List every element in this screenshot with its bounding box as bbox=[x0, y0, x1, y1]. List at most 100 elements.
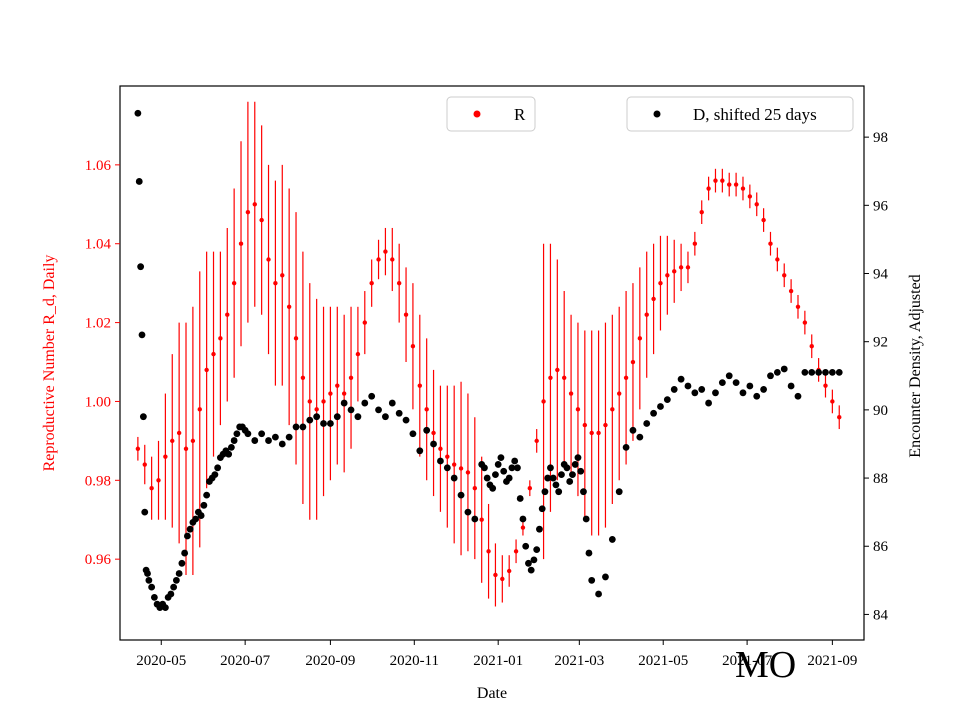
r-point bbox=[651, 296, 656, 302]
r-point bbox=[383, 249, 388, 254]
legend-r-label: R bbox=[514, 105, 526, 124]
r-point bbox=[259, 217, 264, 223]
right-y-tick-label: 94 bbox=[873, 267, 889, 283]
d-point bbox=[395, 409, 403, 417]
d-point bbox=[718, 379, 726, 387]
d-point bbox=[522, 542, 530, 550]
r-point bbox=[520, 525, 526, 530]
r-point bbox=[513, 549, 519, 554]
d-point bbox=[340, 399, 348, 407]
r-point bbox=[197, 407, 202, 412]
d-point bbox=[141, 508, 149, 516]
r-point bbox=[438, 446, 443, 451]
d-point bbox=[558, 471, 565, 479]
r-point bbox=[500, 576, 505, 582]
r-point bbox=[410, 344, 416, 349]
r-point bbox=[314, 407, 319, 412]
r-point bbox=[823, 383, 828, 388]
d-point bbox=[150, 593, 158, 601]
r-point bbox=[424, 407, 429, 412]
d-point bbox=[549, 474, 557, 482]
d-point bbox=[258, 430, 266, 438]
d-point bbox=[161, 604, 169, 612]
x-axis: 2020-05 2020-07 2020-09 2020-11 2021-01 2021-… bbox=[136, 640, 857, 669]
d-point bbox=[375, 406, 382, 414]
r-point bbox=[445, 454, 450, 459]
d-point bbox=[533, 546, 541, 554]
d-point bbox=[175, 570, 183, 577]
r-point bbox=[451, 462, 457, 467]
d-point bbox=[547, 464, 554, 472]
legend-r-marker bbox=[473, 110, 481, 118]
right-y-tick-label: 86 bbox=[873, 539, 889, 555]
d-point bbox=[368, 392, 376, 400]
d-point bbox=[622, 443, 630, 451]
legend-d-marker bbox=[653, 110, 661, 118]
d-point bbox=[354, 413, 362, 421]
plot-area-frame bbox=[119, 85, 865, 641]
legend-r-box bbox=[446, 96, 536, 132]
r-point bbox=[170, 438, 175, 444]
d-point bbox=[511, 457, 519, 465]
r-point bbox=[685, 265, 691, 270]
r-point bbox=[390, 257, 395, 262]
d-point bbox=[167, 590, 175, 598]
r-point bbox=[623, 375, 629, 380]
d-point bbox=[145, 576, 153, 584]
d-point bbox=[527, 566, 535, 574]
d-point bbox=[197, 512, 205, 519]
d-point bbox=[746, 382, 754, 390]
r-point bbox=[266, 257, 271, 262]
d-point bbox=[183, 532, 191, 540]
x-tick-label: 2020-11 bbox=[390, 653, 439, 669]
d-point bbox=[214, 464, 222, 472]
r-point bbox=[561, 375, 567, 380]
d-point bbox=[677, 375, 685, 383]
r-point bbox=[541, 399, 546, 404]
r-point bbox=[582, 422, 588, 428]
r-point bbox=[603, 422, 608, 428]
r-point bbox=[300, 375, 306, 380]
d-point bbox=[227, 443, 235, 451]
d-point bbox=[437, 457, 444, 465]
d-point bbox=[725, 372, 733, 380]
d-point bbox=[595, 590, 602, 598]
r-point bbox=[747, 194, 753, 199]
d-point bbox=[251, 437, 259, 444]
d-point bbox=[739, 389, 747, 397]
r-point bbox=[678, 265, 684, 270]
d-point bbox=[233, 430, 241, 438]
d-point bbox=[135, 178, 143, 185]
d-point bbox=[541, 488, 549, 496]
r-point bbox=[486, 549, 491, 554]
r-point bbox=[190, 438, 196, 444]
r-point bbox=[183, 446, 189, 451]
d-point bbox=[144, 570, 151, 577]
d-point bbox=[443, 464, 451, 472]
r-point bbox=[672, 269, 677, 274]
r-point bbox=[733, 182, 739, 187]
d-point bbox=[602, 573, 609, 581]
r-point bbox=[204, 367, 209, 373]
r-point bbox=[589, 430, 594, 436]
d-point bbox=[732, 379, 740, 387]
d-point bbox=[571, 461, 579, 468]
d-point bbox=[563, 464, 571, 472]
r-point bbox=[252, 202, 257, 207]
d-point bbox=[712, 389, 719, 397]
d-point bbox=[519, 515, 527, 523]
r-point bbox=[417, 383, 423, 388]
d-point bbox=[265, 437, 272, 444]
d-point bbox=[285, 433, 293, 441]
r-point bbox=[142, 462, 147, 467]
r-point bbox=[362, 320, 367, 325]
d-point bbox=[430, 440, 437, 448]
d-point bbox=[457, 491, 465, 499]
r-point bbox=[555, 367, 560, 373]
r-point bbox=[149, 485, 154, 491]
d-point bbox=[494, 461, 502, 468]
d-point bbox=[822, 368, 829, 376]
d-point bbox=[172, 576, 180, 584]
d-point bbox=[508, 464, 516, 472]
right-y-tick-label: 88 bbox=[873, 471, 888, 487]
